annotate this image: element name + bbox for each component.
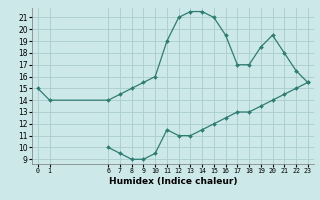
X-axis label: Humidex (Indice chaleur): Humidex (Indice chaleur)	[108, 177, 237, 186]
